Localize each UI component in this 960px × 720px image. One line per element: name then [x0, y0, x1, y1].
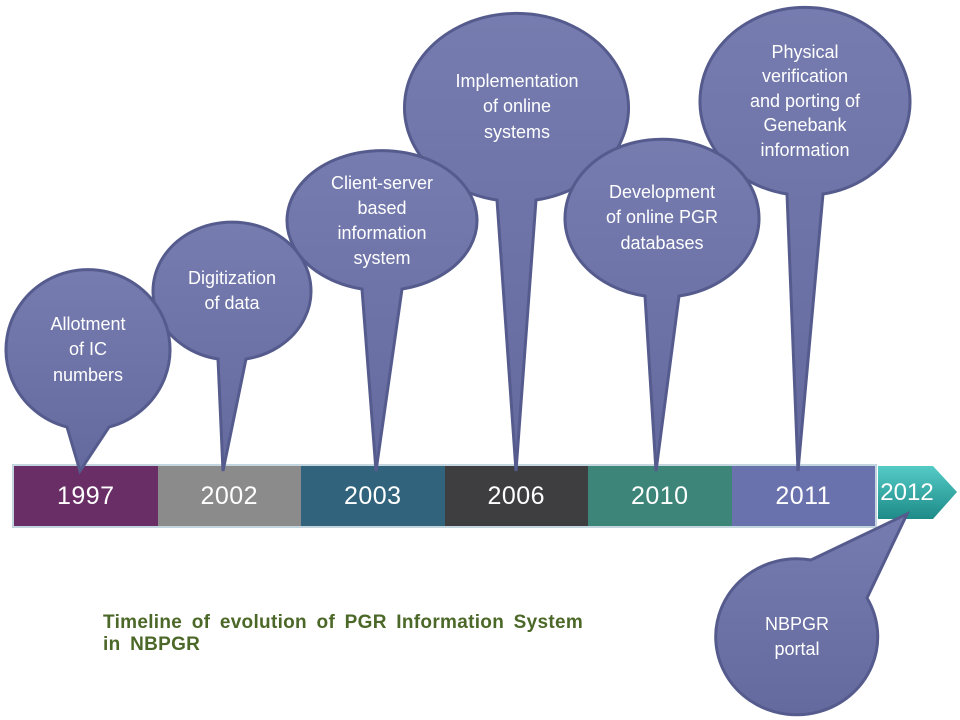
- balloon-pgr-databases-shape: [563, 137, 761, 472]
- balloon-client-server-text: Client-server based information system: [330, 172, 434, 269]
- balloon-digitization-text: Digitization of data: [187, 267, 277, 313]
- timeline-segment-2003: 2003: [301, 466, 445, 526]
- balloon-nbpgr-portal-shape: [714, 510, 911, 717]
- year-label: 2006: [487, 481, 546, 510]
- balloon-online-systems-shape: [403, 11, 630, 472]
- balloon-pgr-databases-text: Development of online PGR databases: [605, 182, 719, 253]
- timeline-segment-1997: 1997: [14, 466, 158, 526]
- year-label: 2011: [775, 481, 832, 510]
- caption-title: Timeline of evolution of PGR Information…: [103, 612, 584, 655]
- balloon-genebank-porting-text: Physical verification and porting of Gen…: [749, 41, 861, 160]
- balloon-nbpgr-portal-text: NBPGR portal: [764, 613, 829, 659]
- balloon-allotment-text: Allotment of IC numbers: [50, 314, 126, 385]
- year-label: 2003: [343, 481, 402, 510]
- balloon-genebank-porting-shape: [698, 5, 912, 472]
- timeline-bar: 1997 2002 2003 2006 2010 2011: [12, 464, 877, 528]
- balloon-client-server-shape: [285, 149, 479, 472]
- timeline-segment-2006: 2006: [444, 466, 588, 526]
- balloon-allotment-shape: [4, 268, 172, 475]
- timeline-segment-2002: 2002: [157, 466, 301, 526]
- balloon-online-systems-text: Implementation of online systems: [455, 71, 579, 142]
- year-label: 1997: [56, 481, 115, 510]
- year-label-2012: 2012: [880, 478, 934, 506]
- balloon-digitization-shape: [151, 220, 313, 472]
- timeline-segment-2011: 2011: [731, 466, 875, 526]
- year-label: 2010: [630, 481, 689, 510]
- timeline-segment-2010: 2010: [588, 466, 732, 526]
- year-label: 2002: [200, 481, 259, 510]
